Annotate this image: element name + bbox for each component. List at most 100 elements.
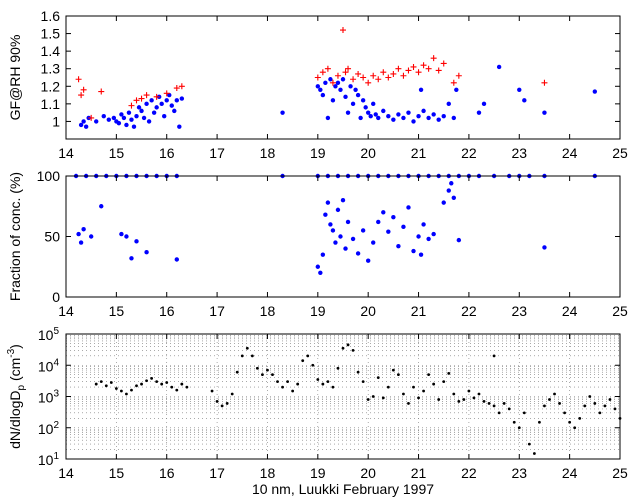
- data-point: [116, 120, 122, 126]
- data-point: [410, 63, 417, 70]
- data-point: [456, 237, 462, 243]
- data-point: [291, 389, 295, 393]
- data-point: [121, 115, 127, 121]
- y-tick-label: 1.5: [41, 26, 61, 42]
- data-point: [356, 370, 360, 374]
- data-point: [139, 108, 144, 114]
- data-point: [128, 102, 135, 109]
- data-point: [406, 205, 411, 210]
- data-point: [538, 420, 541, 424]
- series-1: [73, 173, 598, 275]
- data-point: [76, 231, 81, 237]
- x-tick-label: 15: [109, 145, 125, 161]
- data-point: [421, 222, 426, 227]
- data-point: [613, 407, 617, 411]
- data-point: [179, 96, 185, 101]
- data-point: [442, 380, 446, 383]
- y-tick-label: 100: [37, 168, 61, 184]
- data-point: [396, 112, 401, 117]
- data-point: [215, 399, 219, 403]
- data-point: [81, 119, 86, 124]
- y-tick-label: 102: [38, 420, 60, 437]
- data-point: [140, 382, 143, 386]
- x-tick-label: 24: [562, 145, 578, 161]
- data-point: [323, 80, 328, 85]
- data-point: [81, 227, 86, 232]
- data-point: [452, 392, 456, 396]
- data-point: [78, 122, 84, 128]
- data-point: [320, 92, 326, 98]
- data-point: [412, 385, 415, 389]
- data-point: [350, 76, 357, 83]
- y-tick-label: 1.4: [41, 43, 61, 59]
- data-point: [301, 359, 305, 363]
- data-point: [355, 70, 362, 77]
- data-point: [376, 219, 381, 225]
- data-point: [111, 115, 117, 121]
- data-point: [397, 373, 400, 377]
- data-point: [370, 72, 377, 79]
- data-point: [324, 65, 331, 72]
- data-point: [416, 113, 421, 119]
- data-point: [341, 346, 345, 350]
- data-point: [365, 79, 372, 86]
- data-point: [343, 94, 348, 100]
- data-point: [578, 416, 582, 420]
- x-tick-label: 21: [411, 465, 427, 481]
- data-point: [467, 389, 471, 393]
- data-point: [425, 65, 432, 72]
- data-point: [154, 105, 159, 110]
- data-point: [588, 395, 592, 398]
- y-tick-label: 1.3: [41, 61, 61, 77]
- data-point: [553, 392, 556, 396]
- data-point: [350, 101, 356, 107]
- data-point: [210, 389, 214, 393]
- data-point: [441, 200, 446, 205]
- plot-area: [66, 176, 620, 297]
- data-point: [130, 388, 133, 392]
- data-point: [326, 380, 330, 383]
- data-point: [527, 442, 531, 446]
- x-tick-label: 20: [360, 465, 376, 481]
- data-point: [481, 101, 487, 107]
- data-point: [603, 404, 607, 408]
- data-point: [329, 79, 336, 86]
- data-point: [396, 243, 401, 249]
- data-point: [346, 343, 350, 347]
- data-point: [220, 404, 224, 408]
- y-tick-label: 1.2: [41, 78, 61, 94]
- x-tick-label: 17: [209, 145, 225, 161]
- data-point: [386, 113, 391, 119]
- data-point: [380, 69, 387, 76]
- data-point: [447, 371, 451, 375]
- data-point: [532, 452, 536, 455]
- data-point: [421, 108, 426, 114]
- data-point: [143, 92, 150, 99]
- series-1: [94, 343, 622, 455]
- y-axis-label: dN/dlogDp (cm-3): [6, 344, 27, 449]
- data-point: [296, 382, 300, 386]
- data-point: [342, 69, 349, 76]
- data-point: [320, 252, 326, 257]
- data-point: [355, 251, 361, 256]
- data-point: [174, 98, 179, 103]
- data-point: [340, 77, 346, 82]
- y-tick-label: 1: [52, 113, 60, 129]
- data-point: [373, 112, 378, 117]
- data-point: [106, 117, 112, 122]
- data-point: [170, 385, 174, 389]
- data-point: [245, 346, 249, 350]
- data-point: [78, 240, 84, 245]
- data-point: [437, 398, 441, 401]
- x-axis-label: 10 nm, Luukki February 1997: [252, 481, 434, 497]
- data-point: [492, 354, 496, 358]
- x-tick-label: 14: [58, 465, 74, 481]
- data-point: [125, 392, 128, 396]
- data-point: [119, 112, 124, 117]
- data-point: [333, 84, 338, 89]
- data-point: [114, 387, 118, 390]
- data-point: [325, 115, 331, 121]
- x-tick-label: 18: [260, 145, 276, 161]
- data-point: [321, 382, 325, 386]
- data-point: [250, 354, 254, 358]
